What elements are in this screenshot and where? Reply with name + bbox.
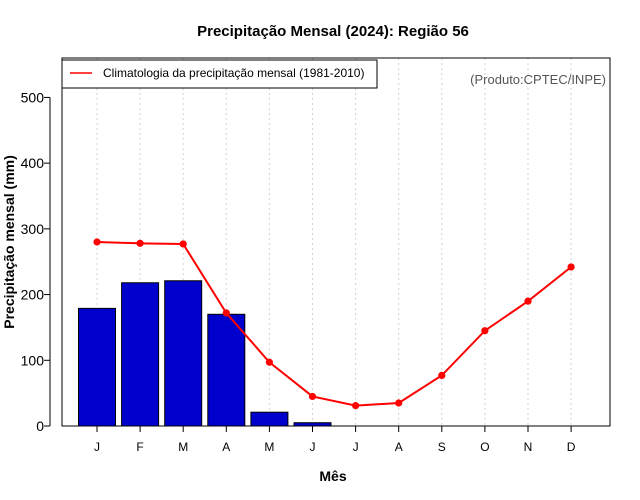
- climatology-line: [96, 241, 572, 407]
- bar-month-4: [207, 313, 246, 427]
- y-tick-label-200: 200: [21, 287, 45, 303]
- climatology-point-11: [524, 297, 532, 305]
- climatology-point-5: [265, 358, 273, 366]
- x-tick-label-2: F: [136, 440, 143, 454]
- x-tick-label-9: S: [438, 440, 446, 454]
- climatology-point-6: [308, 392, 317, 401]
- climatology-point-1: [93, 238, 101, 246]
- y-axis-label: Precipitação mensal (mm): [1, 155, 17, 329]
- x-tick-label-8: A: [395, 440, 403, 454]
- y-tick-label-100: 100: [21, 352, 45, 368]
- bar-month-5: [250, 411, 289, 427]
- y-tick-label-0: 0: [36, 418, 44, 434]
- climatology-point-9: [438, 371, 446, 379]
- climatology-point-2: [136, 239, 144, 247]
- x-tick-label-10: O: [480, 440, 489, 454]
- climatology-point-8: [395, 399, 403, 407]
- x-tick-label-6: J: [310, 440, 316, 454]
- bar-month-1: [78, 307, 116, 427]
- product-annotation: (Produto:CPTEC/INPE): [470, 72, 606, 87]
- climatology-line-series: [93, 238, 575, 410]
- x-tick-label-12: D: [567, 440, 576, 454]
- plot-area-border: [61, 57, 611, 427]
- climatology-point-7: [352, 402, 360, 410]
- climatology-point-4: [222, 309, 230, 317]
- y-tick-label-300: 300: [21, 221, 45, 237]
- x-tick-label-11: N: [524, 440, 533, 454]
- climatology-point-3: [179, 240, 187, 248]
- legend: Climatologia da precipitação mensal (198…: [61, 59, 378, 89]
- y-axis: 0 100 200 300 400 500: [21, 89, 51, 434]
- climatology-point-10: [481, 327, 489, 335]
- bar-series: [78, 280, 332, 427]
- x-tick-label-4: A: [222, 440, 230, 454]
- chart-title: Precipitação Mensal (2024): Região 56: [197, 23, 469, 40]
- y-tick-label-500: 500: [21, 89, 45, 105]
- climatology-point-12: [567, 263, 575, 271]
- legend-box: [61, 59, 378, 89]
- y-tick-label-400: 400: [21, 155, 45, 171]
- x-axis-label: Mês: [319, 468, 346, 484]
- legend-entry-climatology: Climatologia da precipitação mensal (198…: [103, 66, 364, 80]
- x-tick-label-7: J: [353, 440, 359, 454]
- x-tick-label-3: M: [178, 440, 188, 454]
- x-tick-label-1: J: [94, 440, 100, 454]
- bar-month-3: [164, 280, 203, 427]
- x-tick-label-5: M: [264, 440, 274, 454]
- bar-month-2: [121, 282, 160, 427]
